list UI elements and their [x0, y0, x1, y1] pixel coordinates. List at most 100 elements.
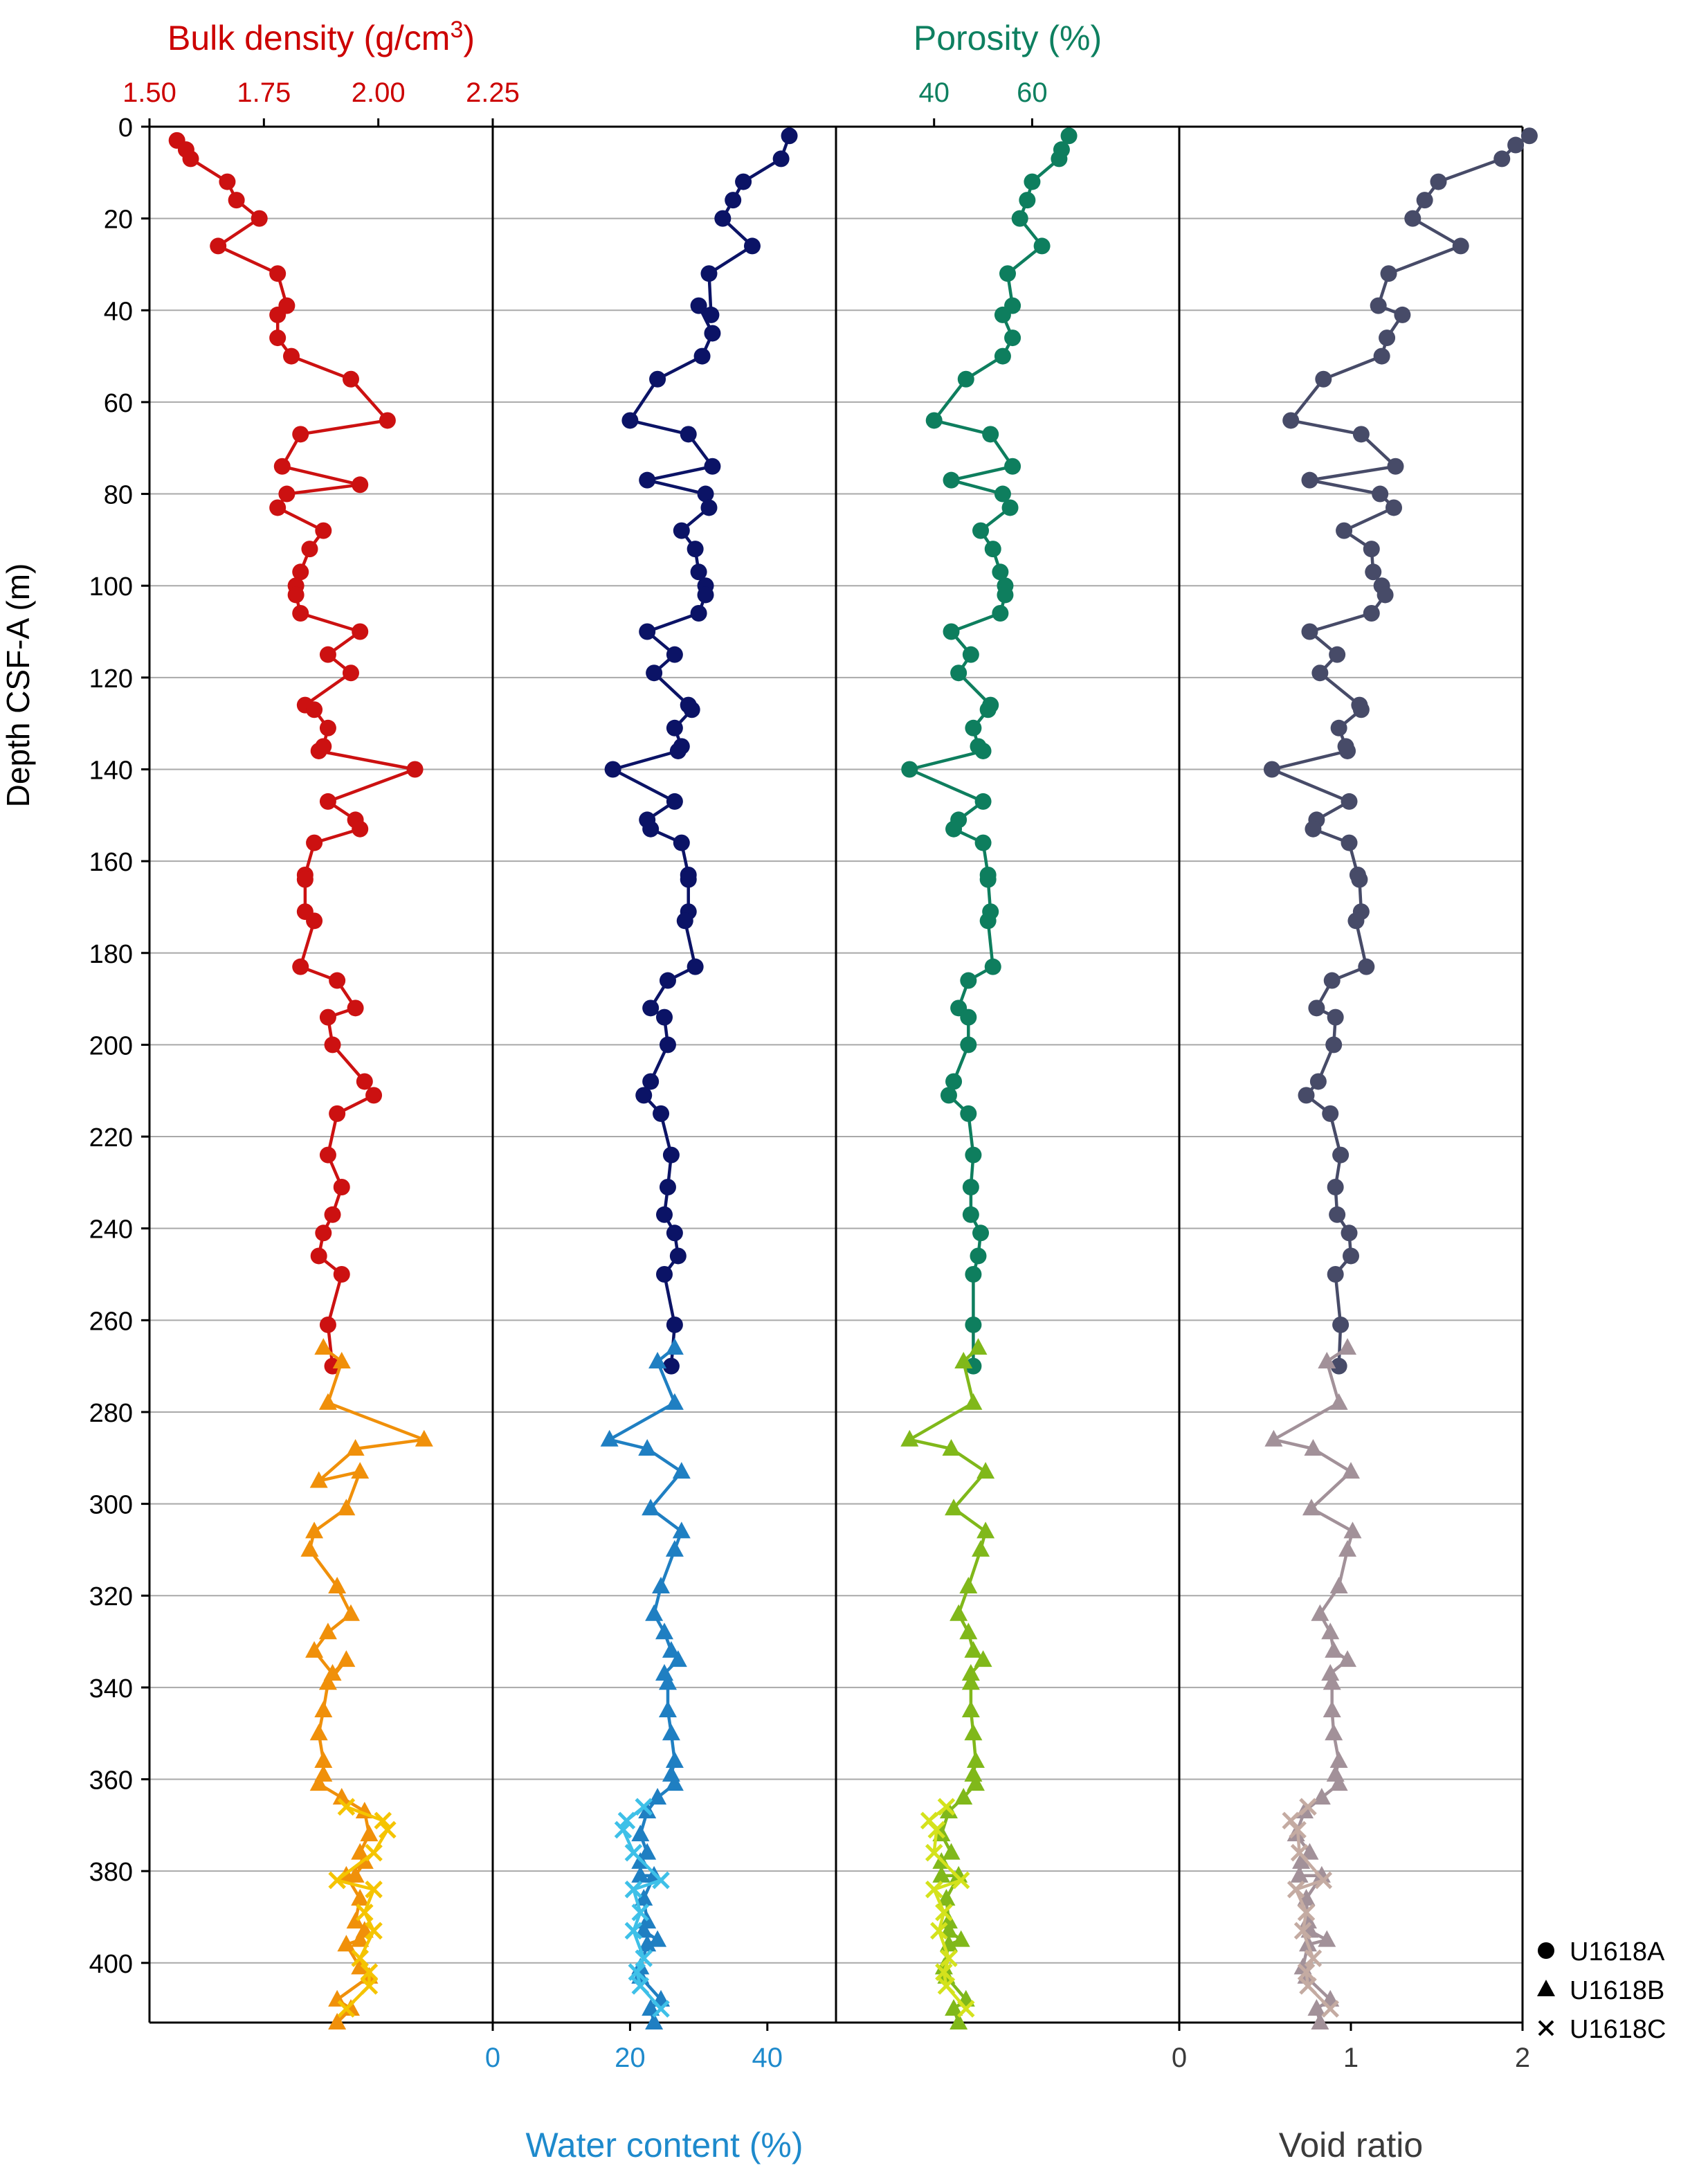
data-point	[704, 458, 721, 475]
data-point	[1305, 820, 1322, 838]
data-point	[360, 1825, 379, 1842]
data-point	[1339, 742, 1356, 759]
data-point	[296, 871, 314, 888]
data-point	[635, 1949, 653, 1967]
data-point	[1347, 912, 1365, 930]
data-point	[351, 1930, 370, 1947]
series-U1618C-porosity	[920, 1798, 975, 2018]
panel-water: 0 20 40 Water content (%)	[485, 125, 837, 2164]
y-tick-label: 320	[89, 1582, 133, 1611]
data-point	[952, 1871, 970, 1890]
data-point	[287, 586, 305, 604]
data-point	[961, 1701, 980, 1718]
data-point	[1290, 1843, 1309, 1862]
data-point	[617, 1811, 636, 1829]
data-point	[957, 2000, 975, 2018]
data-point	[962, 1206, 979, 1223]
data-point	[1332, 1316, 1350, 1333]
data-point	[645, 2013, 664, 2030]
data-point	[656, 1009, 673, 1026]
data-point	[1329, 1774, 1348, 1791]
panel-void: 0 1 2 Void ratio	[1172, 125, 1538, 2164]
data-point	[662, 1640, 680, 1658]
data-point	[306, 912, 323, 930]
data-point	[624, 1922, 643, 1940]
data-point	[1311, 664, 1329, 682]
data-point	[772, 150, 790, 168]
series-U1618B-porosity	[900, 1338, 995, 2030]
data-point	[994, 306, 1011, 323]
series-U1618B-water	[600, 1338, 691, 2030]
data-point	[950, 664, 967, 682]
panel-bulk: 1.50 1.75 2.00 2.25 Bulk density (g/cm3)	[122, 17, 520, 2030]
y-tick-label: 360	[89, 1766, 133, 1796]
data-point	[269, 306, 287, 323]
data-point	[976, 1521, 995, 1539]
x-axis-title: Porosity (%)	[914, 19, 1102, 57]
data-point	[251, 210, 268, 227]
data-point	[1363, 604, 1380, 622]
legend-item: U1618A	[1538, 1937, 1665, 1966]
data-point	[994, 347, 1011, 365]
data-point	[658, 1701, 677, 1718]
data-point	[342, 664, 359, 682]
data-point	[624, 1880, 643, 1899]
data-point	[665, 1774, 684, 1791]
data-point	[1452, 237, 1469, 255]
data-point	[210, 237, 227, 255]
data-point	[631, 1904, 650, 1922]
x-tick-label: 2.25	[466, 78, 520, 108]
y-tick-label: 120	[89, 664, 133, 694]
data-point	[1290, 1865, 1309, 1883]
data-point	[683, 701, 700, 718]
data-point	[1298, 1087, 1315, 1104]
data-point	[965, 1266, 982, 1283]
data-point	[725, 192, 742, 209]
data-point	[310, 742, 327, 759]
data-point	[1507, 136, 1525, 154]
data-point	[900, 1429, 919, 1447]
data-point	[659, 1036, 676, 1054]
y-axis-label: Depth CSF-A (m)	[0, 563, 36, 808]
data-point	[945, 1073, 963, 1090]
data-point	[945, 1999, 963, 2016]
data-point	[379, 1820, 397, 1839]
data-point	[1329, 646, 1346, 663]
data-point	[714, 210, 732, 227]
data-point	[653, 1105, 670, 1122]
data-point	[979, 912, 997, 930]
data-point	[704, 325, 721, 342]
data-point	[952, 1930, 970, 1947]
data-point	[356, 1073, 373, 1090]
x-tick-label: 2.00	[352, 78, 406, 108]
data-point	[604, 761, 621, 778]
legend: U1618A U1618B U1618C	[1537, 1937, 1666, 2044]
data-point	[961, 1663, 980, 1681]
data-point	[1332, 1146, 1350, 1164]
data-point	[655, 1622, 673, 1640]
data-point	[1352, 426, 1370, 443]
data-point	[687, 958, 704, 975]
data-point	[319, 1316, 336, 1333]
data-point	[351, 1958, 370, 1975]
data-point	[700, 499, 718, 516]
data-point	[301, 541, 318, 558]
data-point	[319, 793, 336, 810]
data-point	[1321, 2000, 1340, 2018]
data-point	[1318, 1352, 1336, 1369]
data-point	[1004, 329, 1021, 347]
data-point	[662, 1357, 680, 1375]
data-point	[638, 1439, 657, 1456]
data-point	[934, 1958, 953, 1975]
y-tick-label: 200	[89, 1031, 133, 1060]
x-tick-label: 1.50	[122, 78, 176, 108]
legend-label: U1618C	[1570, 2015, 1666, 2044]
data-point	[309, 1774, 328, 1791]
data-point	[1387, 458, 1404, 475]
data-point	[997, 586, 1014, 604]
data-point	[652, 1871, 670, 1890]
data-point	[959, 1576, 978, 1593]
legend-marker	[1538, 1942, 1554, 1959]
data-point	[631, 1865, 650, 1883]
